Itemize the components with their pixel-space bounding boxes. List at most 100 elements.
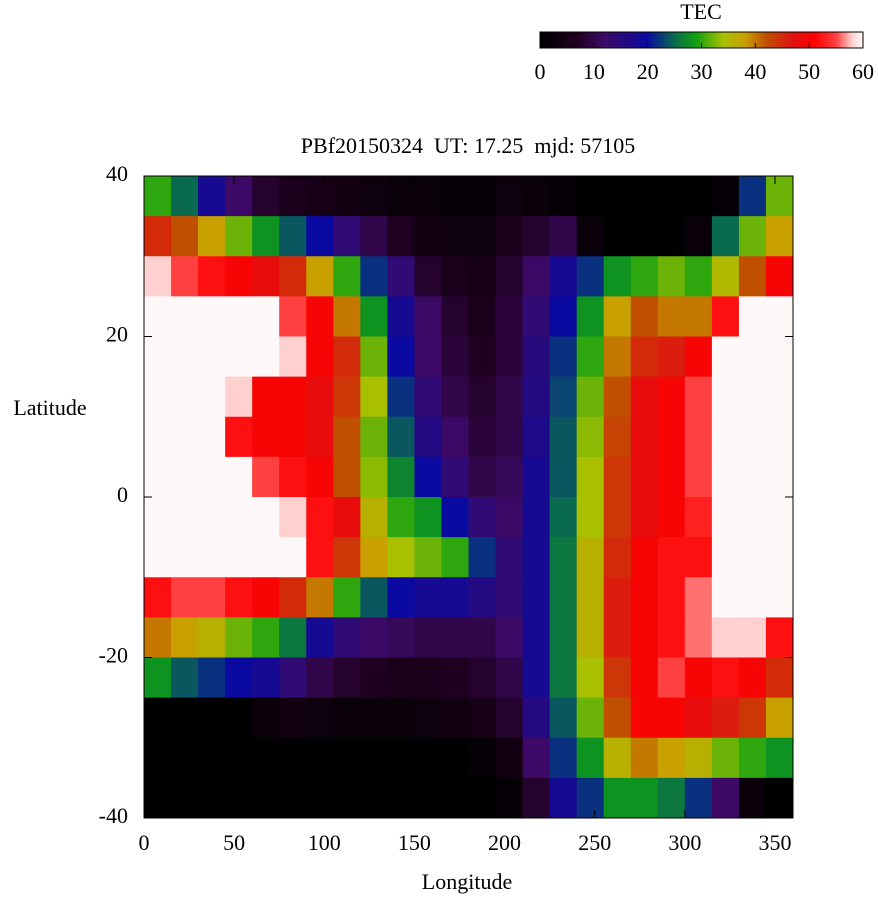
cell (333, 617, 361, 658)
cell (765, 216, 794, 257)
cell (171, 216, 199, 257)
cell (576, 577, 605, 618)
cell (387, 697, 415, 739)
cell (171, 296, 199, 337)
cell (387, 657, 415, 699)
cell (522, 777, 551, 819)
colorbar-tick-label: 30 (691, 59, 713, 84)
cell (657, 737, 686, 779)
cell (657, 777, 686, 819)
cell (738, 256, 767, 297)
cell (252, 537, 280, 578)
cell (252, 216, 280, 257)
cell (495, 296, 524, 337)
cell (144, 777, 172, 819)
cell (711, 456, 740, 498)
cell (171, 657, 199, 699)
cell (225, 296, 253, 337)
cell (279, 296, 307, 337)
cell (198, 697, 226, 739)
cell (684, 376, 713, 418)
cell (576, 537, 605, 578)
cell (198, 376, 226, 418)
cell (738, 296, 767, 337)
cell (198, 296, 226, 337)
cell (144, 216, 172, 257)
cell (468, 176, 497, 217)
cell (549, 376, 578, 418)
cell (630, 497, 659, 538)
cell (495, 256, 524, 297)
colorbar-tick-label: 40 (744, 59, 766, 84)
cell (684, 737, 713, 779)
cell (333, 657, 361, 699)
cell (279, 697, 307, 739)
cell (468, 737, 497, 779)
cell (144, 537, 172, 578)
cell (333, 497, 361, 538)
cell (738, 416, 767, 458)
cell (306, 176, 334, 217)
cell (711, 617, 740, 658)
cell (630, 216, 659, 257)
cell (279, 376, 307, 418)
chart-title: PBf20150324 UT: 17.25 mjd: 57105 (301, 133, 635, 158)
cell (522, 737, 551, 779)
cell (549, 697, 578, 739)
x-tick-label: 0 (139, 830, 150, 855)
cell (549, 497, 578, 538)
cell (657, 176, 686, 217)
cell (711, 657, 740, 699)
cell (684, 697, 713, 739)
cell (738, 336, 767, 378)
cell (657, 336, 686, 378)
cell (414, 176, 442, 217)
cell (495, 537, 524, 578)
y-axis-label: Latitude (13, 395, 86, 420)
cell (198, 336, 226, 378)
cell (657, 296, 686, 337)
cell (306, 416, 334, 458)
cell (522, 256, 551, 297)
cell (333, 737, 361, 779)
cell (387, 537, 415, 578)
cell (468, 497, 497, 538)
cell (360, 376, 388, 418)
cell (441, 737, 469, 779)
cell (414, 617, 442, 658)
cell (738, 697, 767, 739)
cell (738, 456, 767, 498)
cell (171, 617, 199, 658)
cell (414, 537, 442, 578)
cell (468, 777, 497, 819)
cell (765, 256, 794, 297)
cell (252, 296, 280, 337)
cell (333, 176, 361, 217)
y-tick-label: 40 (106, 161, 128, 186)
cell (657, 657, 686, 699)
cell (198, 657, 226, 699)
cell (225, 537, 253, 578)
colorbar-tick-label: 10 (583, 59, 605, 84)
cell (711, 336, 740, 378)
cell (522, 697, 551, 739)
cell (441, 697, 469, 739)
cell (522, 216, 551, 257)
cell (306, 336, 334, 378)
cell (333, 336, 361, 378)
cell (306, 777, 334, 819)
cell (468, 256, 497, 297)
cell (252, 577, 280, 618)
cell (684, 256, 713, 297)
cell (765, 617, 794, 658)
cell (630, 697, 659, 739)
cell (414, 296, 442, 337)
cell (225, 416, 253, 458)
cell (765, 336, 794, 378)
cell (387, 376, 415, 418)
cell (549, 176, 578, 217)
cell (279, 256, 307, 297)
cell (765, 777, 794, 819)
cell (468, 376, 497, 418)
cell (225, 336, 253, 378)
